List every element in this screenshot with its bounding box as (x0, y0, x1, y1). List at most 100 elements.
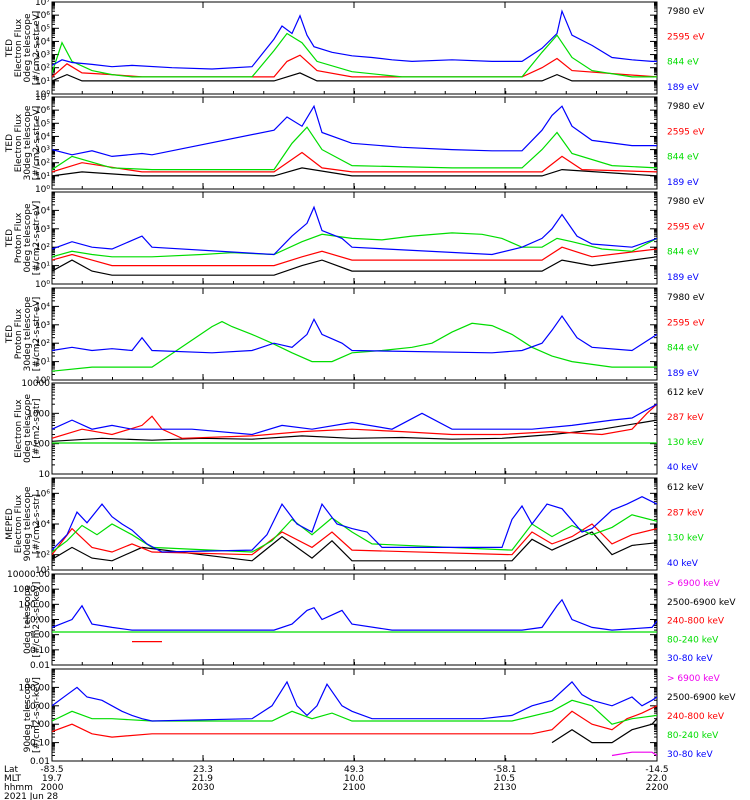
date-label: 2021 Jun 28 (4, 792, 58, 800)
legend-entry: 189 eV (667, 83, 700, 93)
x-tick-label: 2030 (192, 783, 215, 793)
legend-entry: 130 keV (667, 534, 704, 544)
y-axis-label: [#/cm2-s-str] (32, 494, 42, 554)
series-line (52, 403, 657, 436)
legend-entry: 2595 eV (667, 318, 705, 328)
y-tick-label: 10.00 (24, 616, 50, 626)
y-axis-label: TED (5, 229, 15, 248)
x-tick-label: 23.3 (193, 765, 213, 775)
x-tick-label: -83.5 (40, 765, 63, 775)
y-tick-label: 100 (33, 440, 50, 450)
y-axis-label: TED (5, 325, 15, 344)
y-tick-label: 10² (35, 64, 50, 74)
y-axis-label: [#/cm2-s-str-eV] (32, 297, 42, 372)
legend-entry: 189 eV (667, 369, 700, 379)
x-tick-label: 49.3 (344, 765, 364, 775)
panel-frame (51, 668, 658, 762)
x-tick-label: 2200 (646, 783, 669, 793)
y-tick-label: 10⁷ (35, 0, 50, 8)
y-axis-label: 0deg telescope (23, 394, 33, 464)
y-axis-label: Electron Flux (14, 494, 24, 553)
y-tick-label: 10⁴ (35, 302, 50, 312)
y-axis-label: 0deg telescope (23, 203, 33, 273)
y-tick-label: 10⁴ (35, 520, 50, 530)
y-axis-label: Electron Flux (14, 399, 24, 458)
y-tick-label: 1000 (27, 409, 50, 419)
y-tick-label: 10² (35, 339, 50, 349)
y-tick-label: 10.00 (24, 702, 50, 712)
legend-entry: 240-800 keV (667, 712, 725, 722)
series-line (52, 531, 657, 562)
x-tick-label: 10.5 (495, 774, 515, 784)
y-tick-label: 10⁴ (35, 37, 50, 47)
legend-entry: 130 keV (667, 438, 704, 448)
y-axis-label: 30deg telescope (23, 105, 33, 180)
y-axis-label: 0deg telescope (23, 585, 33, 655)
legend-entry: 80-240 keV (667, 731, 719, 741)
series-line (52, 232, 657, 258)
x-tick-label: 2130 (494, 783, 517, 793)
legend-entry: 7980 eV (667, 293, 705, 303)
y-tick-label: 10⁵ (35, 119, 50, 129)
y-axis-label: MEPED (5, 508, 15, 540)
legend-entry: 612 keV (667, 388, 704, 398)
y-axis-label: Electron Flux (14, 113, 24, 172)
x-row-label: MLT (4, 774, 22, 784)
legend-entry: 7980 eV (667, 7, 705, 17)
series-line (52, 680, 657, 722)
y-tick-label: 0.10 (30, 646, 50, 656)
y-axis-label: Proton Flux (14, 308, 24, 359)
y-tick-label: 10¹ (35, 172, 50, 182)
series-line (52, 104, 657, 158)
legend-entry: 240-800 keV (667, 617, 725, 627)
panel-frame (51, 287, 658, 381)
x-row-label: hhmm (4, 783, 33, 793)
y-tick-label: 10³ (35, 225, 50, 235)
legend-entry: 844 eV (667, 248, 700, 258)
y-tick-label: 10000.00 (7, 570, 50, 580)
series-line (52, 699, 657, 725)
series-line (611, 751, 657, 757)
series-line (52, 72, 657, 82)
series-line (52, 496, 657, 553)
panel-frame (51, 382, 658, 475)
legend-entry: 40 keV (667, 559, 699, 569)
series-line (52, 126, 657, 171)
legend-entry: 30-80 keV (667, 750, 713, 760)
x-tick-label: 19.7 (42, 774, 62, 784)
x-tick-label: 2100 (343, 783, 366, 793)
legend-entry: 2595 eV (667, 127, 705, 137)
series-line (52, 205, 657, 256)
legend-entry: 287 keV (667, 508, 704, 518)
legend-entry: 189 eV (667, 273, 700, 283)
y-tick-label: 10¹ (35, 262, 50, 272)
y-axis-label: [#/cm2-s-str] (32, 398, 42, 458)
series-line (52, 523, 657, 556)
y-tick-label: 0.01 (30, 757, 50, 767)
y-axis-label: TED (5, 134, 15, 153)
y-tick-label: 10⁷ (35, 93, 50, 103)
y-axis-label: [#/cm2-s-str-eV] (32, 201, 42, 276)
legend-entry: 612 keV (667, 483, 704, 493)
y-tick-label: 10⁶ (35, 11, 50, 21)
series-line (52, 598, 657, 631)
y-tick-label: 10⁰ (35, 376, 50, 386)
y-axis-label: 90deg telescope (23, 677, 33, 752)
y-tick-label: 10² (35, 159, 50, 169)
y-tick-label: 10³ (35, 321, 50, 331)
legend-entry: 7980 eV (667, 102, 705, 112)
x-tick-label: -14.5 (645, 765, 668, 775)
y-axis-label: 0deg telescope (23, 13, 33, 83)
legend-entry: 844 eV (667, 344, 700, 354)
series-line (52, 320, 657, 372)
x-tick-label: 21.9 (193, 774, 213, 784)
y-tick-label: 10¹ (35, 77, 50, 87)
legend-entry: 844 eV (667, 153, 700, 163)
y-tick-label: 1.00 (30, 631, 50, 641)
series-line (52, 514, 657, 553)
y-axis-label: 90deg telescope (23, 486, 33, 561)
y-tick-label: 1.00 (30, 720, 50, 730)
series-line (52, 246, 657, 267)
y-tick-label: 10⁶ (35, 489, 50, 499)
series-line (52, 167, 657, 177)
